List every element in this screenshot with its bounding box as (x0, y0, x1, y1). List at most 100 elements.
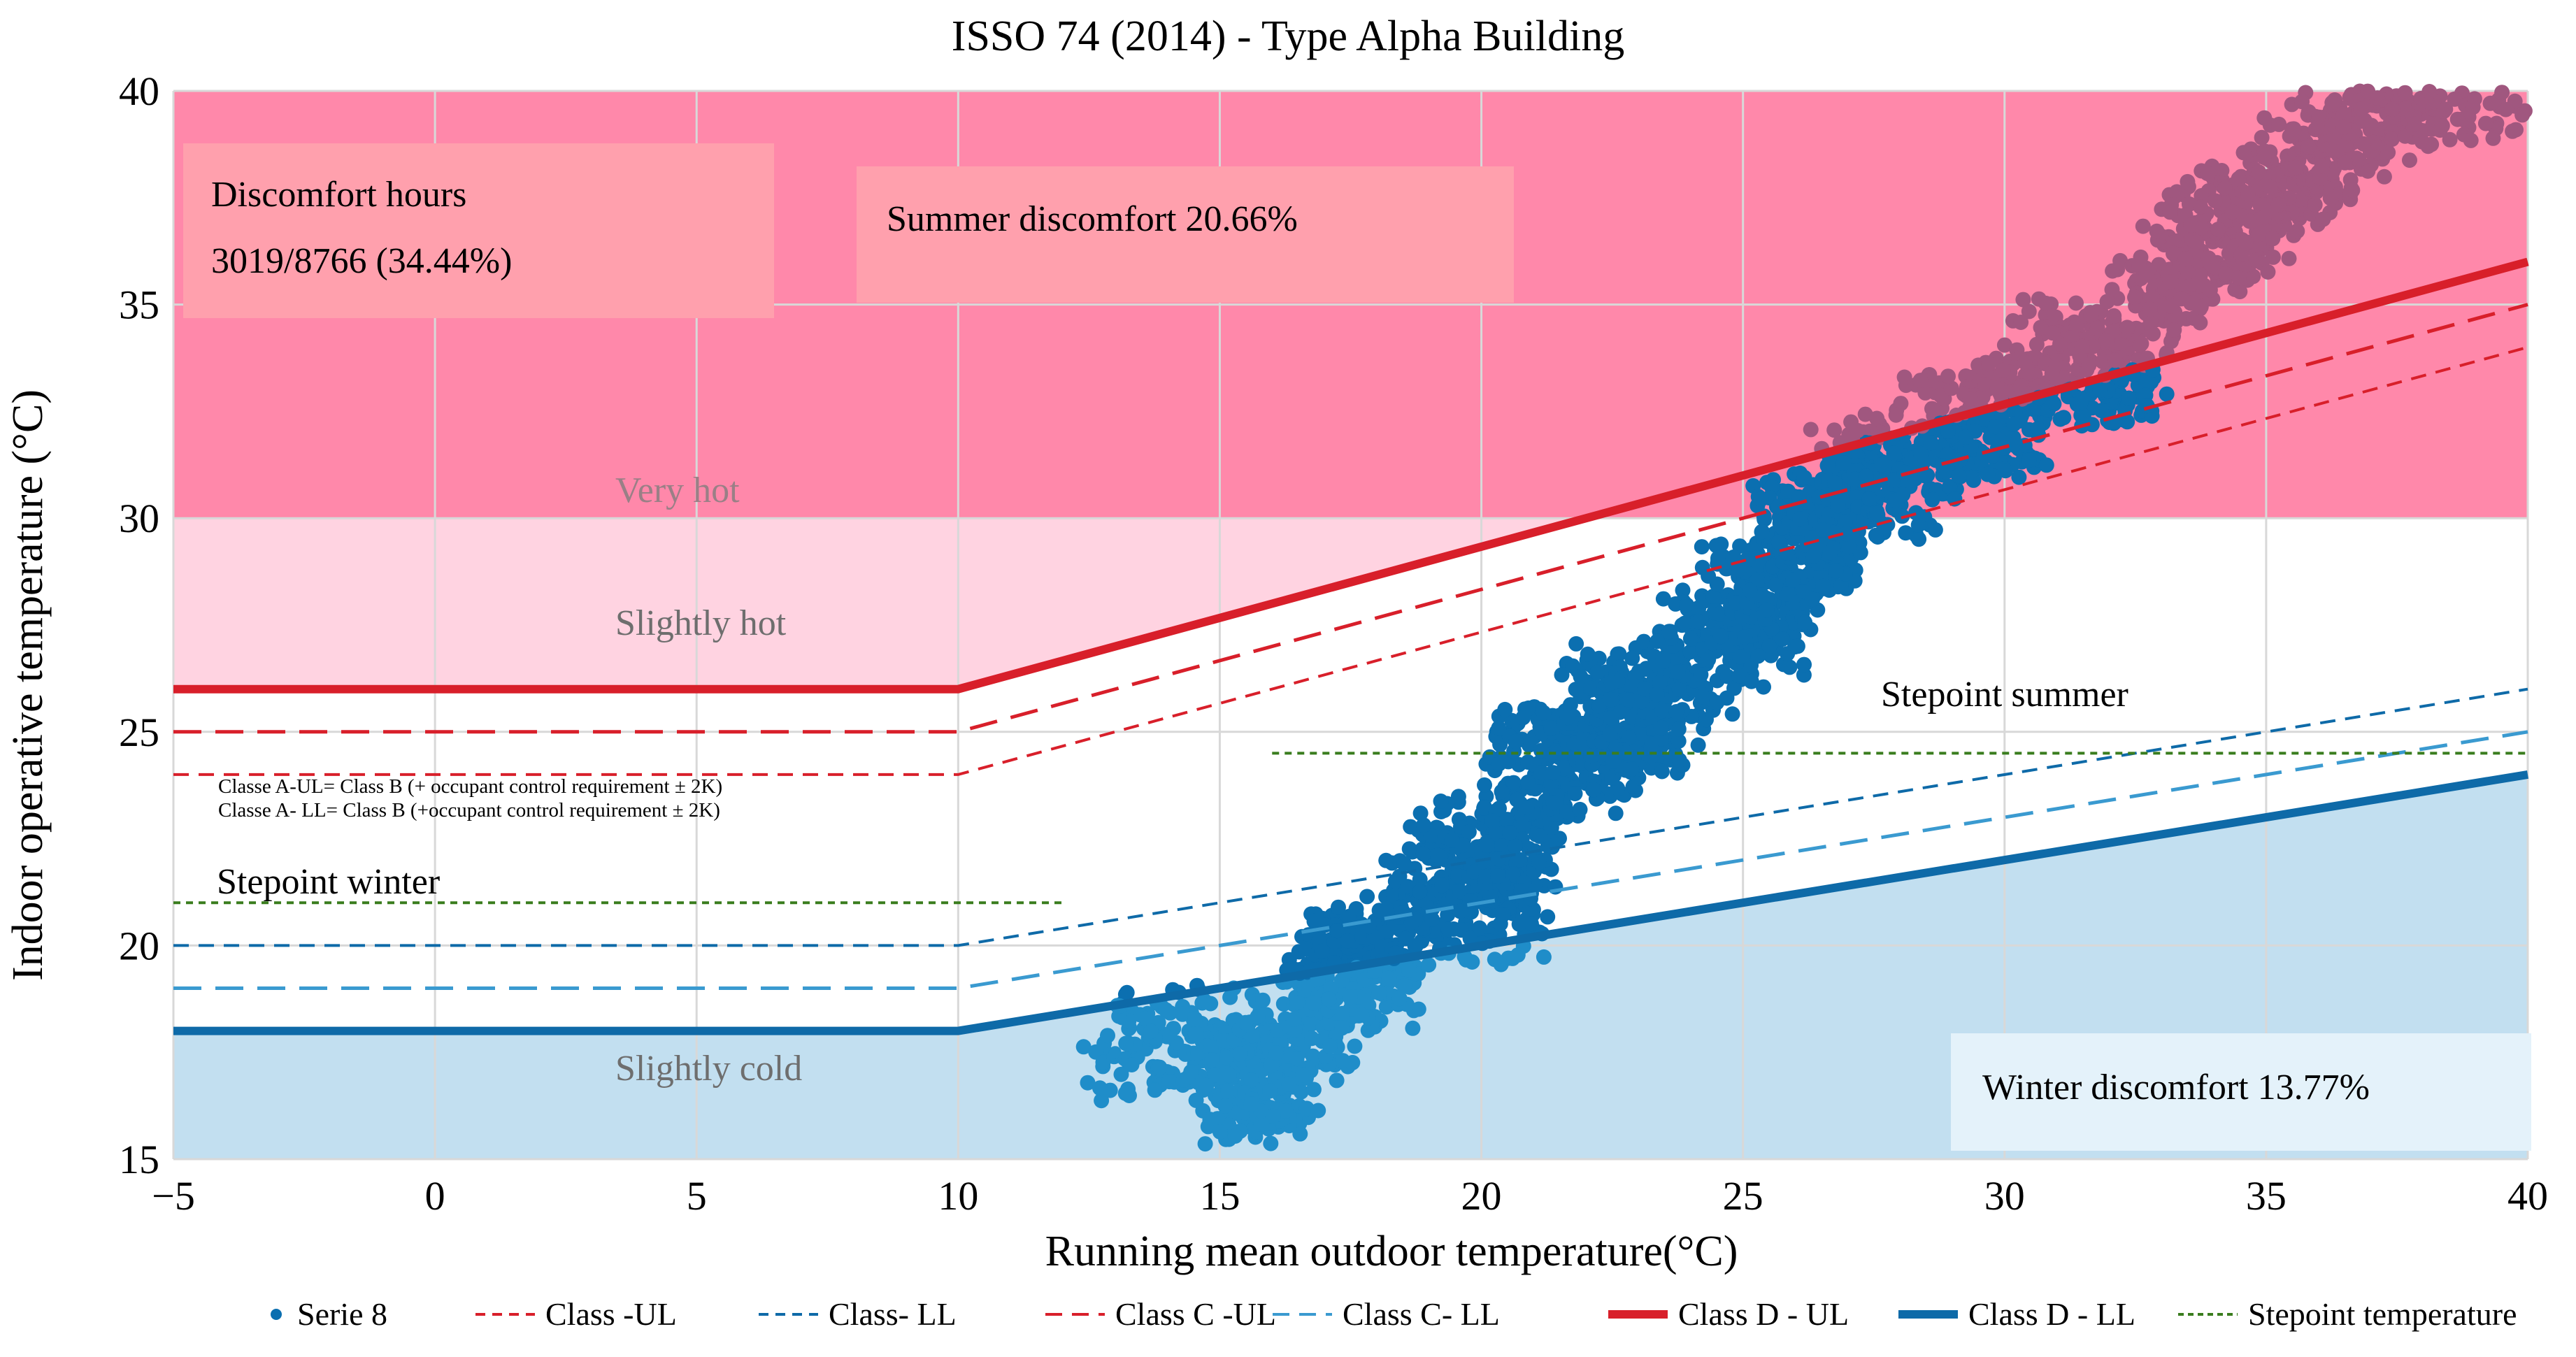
scatter-point (1321, 991, 1337, 1007)
scatter-point (1933, 387, 1949, 403)
scatter-point (2251, 164, 2267, 180)
scatter-point (1495, 907, 1511, 923)
scatter-point (2353, 101, 2369, 117)
scatter-point (1709, 695, 1725, 710)
scatter-point (1927, 522, 1943, 538)
scatter-point (1100, 1028, 1115, 1044)
scatter-point (1401, 841, 1417, 857)
scatter-point (1531, 854, 1547, 870)
scatter-point (1608, 805, 1624, 821)
scatter-point (2044, 366, 2060, 382)
scatter-point (1732, 649, 1747, 665)
scatter-point (1545, 795, 1561, 811)
discomfort-hours-value: 3019/8766 (34.44%) (211, 241, 512, 281)
scatter-point (1452, 884, 1468, 900)
scatter-point (1310, 1103, 1326, 1119)
scatter-point (1528, 877, 1543, 893)
scatter-point (2485, 130, 2501, 146)
scatter-point (2335, 106, 2352, 122)
zone-label-slightly-hot: Slightly hot (615, 603, 787, 643)
scatter-point (1118, 1035, 1134, 1051)
scatter-point (1204, 1052, 1220, 1068)
scatter-point (1940, 368, 1956, 385)
scatter-point (1536, 705, 1552, 721)
scatter-point (1671, 752, 1687, 768)
x-tick-label: 30 (1984, 1173, 2025, 1219)
scatter-point (1962, 392, 1978, 407)
scatter-point (1552, 831, 1567, 847)
scatter-point (1412, 884, 1428, 900)
x-tick-label: 25 (1723, 1173, 1763, 1219)
scatter-point (1782, 659, 1798, 675)
scatter-point (1708, 538, 1724, 554)
y-tick-label: 25 (119, 710, 159, 755)
x-tick-label: 0 (425, 1173, 445, 1219)
scatter-point (1940, 424, 1956, 439)
scatter-point (1322, 1038, 1338, 1054)
scatter-point (1826, 422, 1842, 438)
scatter-point (1815, 522, 1831, 538)
scatter-point (1559, 710, 1575, 726)
x-tick-label: 15 (1199, 1173, 1240, 1219)
scatter-point (1691, 600, 1707, 616)
scatter-point (1951, 468, 1967, 484)
scatter-point (1670, 721, 1687, 737)
legend-label: Class C -UL (1115, 1296, 1276, 1332)
scatter-point (1289, 995, 1305, 1011)
scatter-point (1668, 704, 1684, 719)
scatter-point (1117, 986, 1133, 1003)
scatter-point (2300, 138, 2317, 155)
scatter-point (1729, 595, 1745, 611)
scatter-point (1768, 577, 1784, 593)
scatter-point (1512, 852, 1528, 868)
scatter-point (1217, 1098, 1233, 1114)
scatter-point (1175, 1006, 1191, 1022)
scatter-point (2138, 375, 2154, 392)
scatter-point (2514, 107, 2531, 123)
scatter-point (1396, 978, 1412, 993)
scatter-point (2380, 145, 2396, 160)
scatter-point (2293, 192, 2309, 208)
scatter-point (2166, 234, 2182, 250)
scatter-point (1461, 824, 1477, 840)
scatter-point (1679, 597, 1695, 613)
scatter-point (2235, 145, 2252, 161)
scatter-point (2407, 116, 2422, 132)
scatter-point (1334, 1020, 1350, 1036)
scatter-point (2494, 85, 2510, 101)
scatter-point (1737, 629, 1753, 645)
scatter-point (1655, 591, 1671, 607)
scatter-point (1634, 694, 1650, 710)
scatter-point (1602, 726, 1618, 742)
scatter-point (2166, 322, 2182, 338)
y-tick-label: 15 (119, 1137, 159, 1182)
scatter-point (1591, 698, 1608, 714)
scatter-point (1484, 813, 1501, 829)
scatter-point (2210, 222, 2226, 237)
scatter-point (1652, 675, 1668, 691)
scatter-point (1545, 765, 1561, 781)
scatter-point (1701, 568, 1717, 584)
scatter-point (2038, 457, 2054, 473)
scatter-point (2149, 223, 2165, 239)
scatter-point (2127, 289, 2142, 306)
scatter-point (2384, 101, 2400, 117)
scatter-point (1188, 1092, 1204, 1108)
scatter-point (2384, 131, 2400, 148)
scatter-point (1583, 748, 1599, 764)
scatter-point (1433, 794, 1449, 809)
scatter-point (1792, 511, 1808, 527)
scatter-point (1805, 548, 1822, 564)
scatter-point (1677, 615, 1693, 631)
scatter-point (1423, 828, 1439, 844)
scatter-point (1654, 653, 1670, 669)
scatter-point (1341, 908, 1357, 924)
scatter-point (1293, 1084, 1309, 1100)
scatter-point (1491, 800, 1507, 817)
scatter-point (2173, 291, 2189, 307)
scatter-point (1668, 596, 1684, 612)
scatter-point (1108, 1046, 1122, 1059)
scatter-point (2208, 193, 2223, 209)
scatter-point (1381, 970, 1397, 986)
zone-label-very-hot: Very hot (615, 471, 740, 510)
